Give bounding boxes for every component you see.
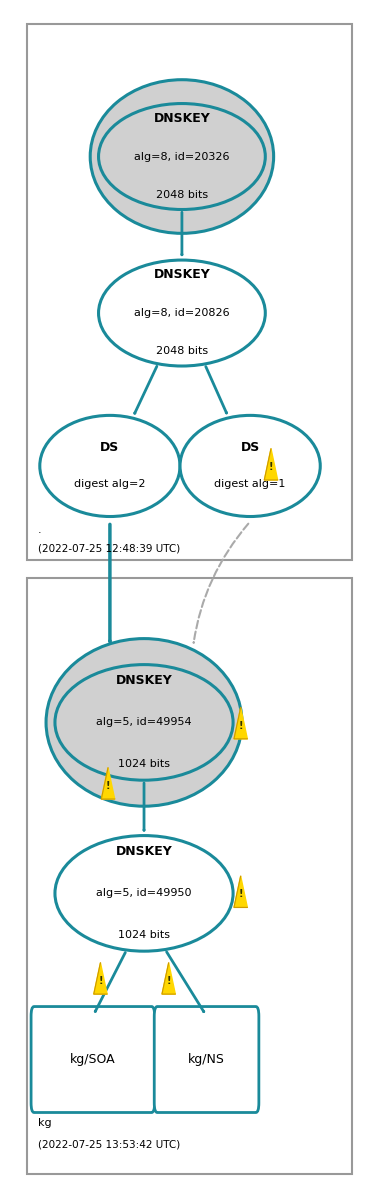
Ellipse shape — [99, 260, 265, 366]
Polygon shape — [264, 449, 278, 480]
Text: alg=8, id=20326: alg=8, id=20326 — [134, 152, 230, 161]
Text: alg=8, id=20826: alg=8, id=20826 — [134, 308, 230, 318]
Polygon shape — [234, 877, 247, 908]
Text: alg=5, id=49954: alg=5, id=49954 — [96, 718, 192, 727]
Ellipse shape — [99, 104, 265, 209]
Text: kg: kg — [38, 1117, 52, 1128]
Text: DS: DS — [241, 441, 260, 454]
Text: !: ! — [98, 976, 103, 986]
Text: kg/SOA: kg/SOA — [70, 1054, 116, 1066]
Text: 1024 bits: 1024 bits — [118, 929, 170, 940]
FancyBboxPatch shape — [27, 578, 352, 1174]
Ellipse shape — [46, 638, 242, 807]
Text: !: ! — [269, 462, 273, 472]
Text: alg=5, id=49950: alg=5, id=49950 — [96, 889, 192, 898]
Text: 1024 bits: 1024 bits — [118, 759, 170, 769]
Text: 2048 bits: 2048 bits — [156, 190, 208, 200]
Ellipse shape — [90, 79, 274, 234]
Ellipse shape — [40, 415, 180, 517]
Polygon shape — [234, 708, 247, 739]
Text: DNSKEY: DNSKEY — [116, 674, 172, 687]
Text: 2048 bits: 2048 bits — [156, 347, 208, 356]
FancyBboxPatch shape — [154, 1007, 259, 1112]
Text: DNSKEY: DNSKEY — [116, 845, 172, 858]
Text: digest alg=1: digest alg=1 — [215, 479, 286, 489]
Text: (2022-07-25 12:48:39 UTC): (2022-07-25 12:48:39 UTC) — [38, 543, 180, 554]
Text: !: ! — [106, 781, 110, 791]
Text: DNSKEY: DNSKEY — [153, 268, 210, 282]
Polygon shape — [101, 768, 115, 799]
Text: (2022-07-25 13:53:42 UTC): (2022-07-25 13:53:42 UTC) — [38, 1139, 180, 1150]
Ellipse shape — [55, 836, 233, 951]
Polygon shape — [162, 963, 175, 995]
Text: kg/NS: kg/NS — [188, 1054, 225, 1066]
Text: !: ! — [238, 890, 243, 899]
Polygon shape — [94, 963, 107, 995]
Text: !: ! — [238, 721, 243, 731]
FancyBboxPatch shape — [27, 24, 352, 560]
Ellipse shape — [55, 665, 233, 780]
Text: DS: DS — [100, 441, 119, 454]
Text: digest alg=2: digest alg=2 — [74, 479, 146, 489]
Ellipse shape — [180, 415, 320, 517]
FancyBboxPatch shape — [31, 1007, 155, 1112]
Text: DNSKEY: DNSKEY — [153, 112, 210, 125]
Text: .: . — [38, 525, 42, 536]
Text: !: ! — [166, 976, 171, 986]
